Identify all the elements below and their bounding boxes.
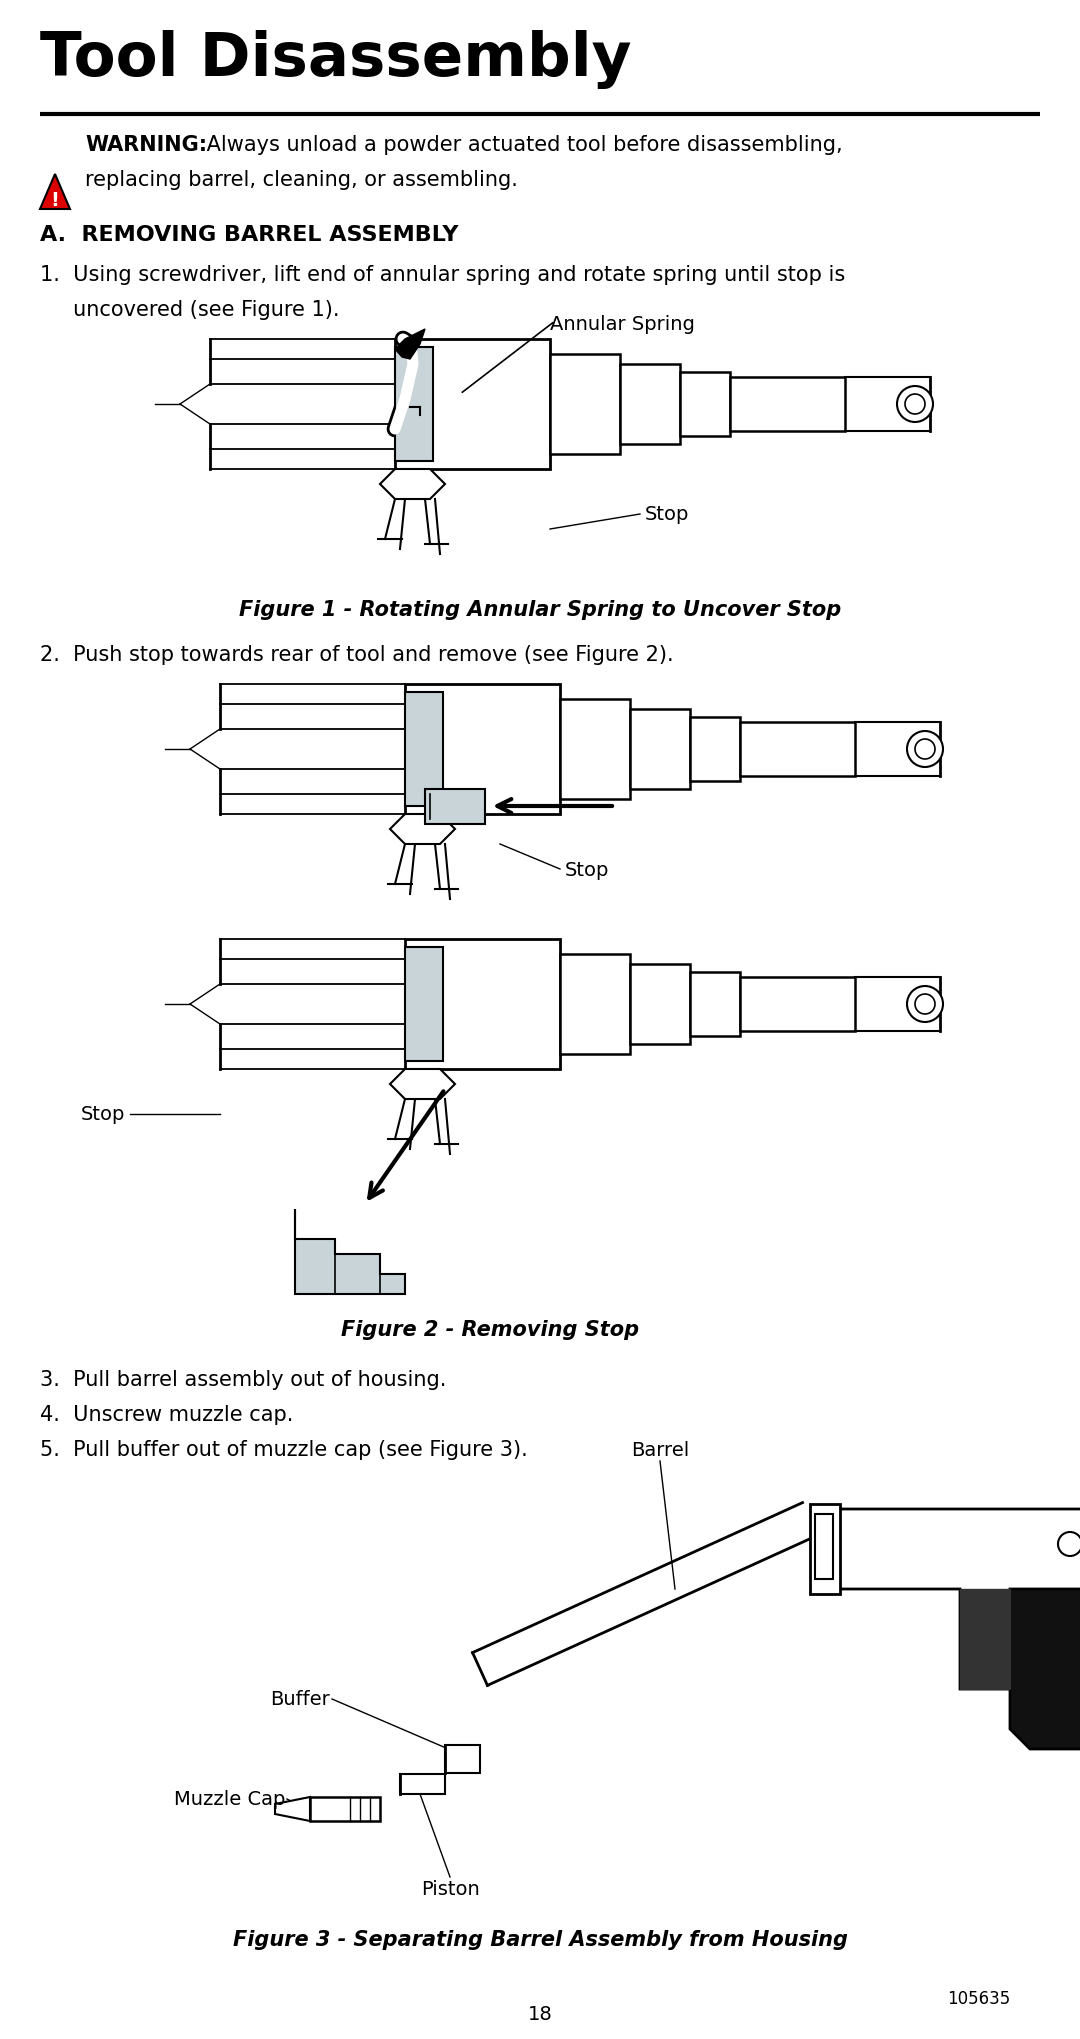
- Text: replacing barrel, cleaning, or assembling.: replacing barrel, cleaning, or assemblin…: [85, 169, 518, 190]
- Polygon shape: [40, 175, 70, 210]
- Text: Always unload a powder actuated tool before disassembling,: Always unload a powder actuated tool bef…: [200, 135, 842, 155]
- FancyBboxPatch shape: [730, 377, 845, 432]
- FancyBboxPatch shape: [405, 685, 561, 816]
- Polygon shape: [960, 1588, 1010, 1688]
- Polygon shape: [445, 1745, 480, 1774]
- Circle shape: [907, 987, 943, 1022]
- Text: 1.  Using screwdriver, lift end of annular spring and rotate spring until stop i: 1. Using screwdriver, lift end of annula…: [40, 265, 846, 285]
- Text: Figure 2 - Removing Stop: Figure 2 - Removing Stop: [341, 1319, 639, 1340]
- FancyBboxPatch shape: [561, 699, 630, 799]
- Text: A.  REMOVING BARREL ASSEMBLY: A. REMOVING BARREL ASSEMBLY: [40, 224, 459, 245]
- FancyBboxPatch shape: [630, 964, 690, 1044]
- Polygon shape: [390, 816, 455, 844]
- Text: 105635: 105635: [947, 1988, 1010, 2006]
- Polygon shape: [390, 1070, 455, 1099]
- FancyBboxPatch shape: [395, 349, 433, 461]
- Text: Figure 3 - Separating Barrel Assembly from Housing: Figure 3 - Separating Barrel Assembly fr…: [232, 1929, 848, 1949]
- Text: Figure 1 - Rotating Annular Spring to Uncover Stop: Figure 1 - Rotating Annular Spring to Un…: [239, 599, 841, 620]
- Polygon shape: [310, 1796, 380, 1821]
- FancyBboxPatch shape: [550, 355, 620, 455]
- Text: 2.  Push stop towards rear of tool and remove (see Figure 2).: 2. Push stop towards rear of tool and re…: [40, 644, 674, 665]
- Text: 4.  Unscrew muzzle cap.: 4. Unscrew muzzle cap.: [40, 1405, 294, 1425]
- Text: Barrel: Barrel: [631, 1440, 689, 1460]
- FancyBboxPatch shape: [405, 940, 561, 1070]
- FancyBboxPatch shape: [426, 789, 485, 824]
- Text: Stop: Stop: [645, 506, 689, 524]
- Text: uncovered (see Figure 1).: uncovered (see Figure 1).: [40, 300, 339, 320]
- FancyBboxPatch shape: [630, 710, 690, 789]
- FancyBboxPatch shape: [405, 948, 443, 1062]
- FancyBboxPatch shape: [740, 722, 855, 777]
- Circle shape: [1058, 1531, 1080, 1556]
- Circle shape: [915, 995, 935, 1015]
- FancyBboxPatch shape: [740, 977, 855, 1032]
- FancyBboxPatch shape: [561, 954, 630, 1054]
- Text: Muzzle Cap: Muzzle Cap: [174, 1790, 285, 1809]
- Text: !: !: [51, 190, 59, 210]
- Text: Tool Disassembly: Tool Disassembly: [40, 31, 632, 90]
- Polygon shape: [400, 1774, 445, 1794]
- Circle shape: [915, 740, 935, 761]
- Polygon shape: [1010, 1588, 1080, 1749]
- Text: 18: 18: [528, 2004, 552, 2023]
- FancyBboxPatch shape: [405, 693, 443, 807]
- Text: Stop: Stop: [81, 1105, 125, 1123]
- Circle shape: [907, 732, 943, 767]
- Polygon shape: [295, 1209, 405, 1295]
- Polygon shape: [473, 1503, 818, 1686]
- Text: 3.  Pull barrel assembly out of housing.: 3. Pull barrel assembly out of housing.: [40, 1370, 446, 1389]
- FancyBboxPatch shape: [620, 365, 680, 445]
- Polygon shape: [395, 330, 426, 359]
- Text: WARNING:: WARNING:: [85, 135, 207, 155]
- Circle shape: [905, 396, 924, 414]
- Polygon shape: [275, 1796, 310, 1821]
- FancyBboxPatch shape: [680, 373, 730, 436]
- Polygon shape: [831, 1509, 1080, 1688]
- Polygon shape: [810, 1505, 840, 1594]
- Polygon shape: [380, 469, 445, 500]
- Text: Annular Spring: Annular Spring: [550, 314, 694, 334]
- Text: Piston: Piston: [420, 1880, 480, 1898]
- FancyBboxPatch shape: [395, 341, 550, 469]
- Text: 5.  Pull buffer out of muzzle cap (see Figure 3).: 5. Pull buffer out of muzzle cap (see Fi…: [40, 1440, 528, 1460]
- FancyBboxPatch shape: [815, 1515, 833, 1580]
- Circle shape: [897, 387, 933, 422]
- Text: Buffer: Buffer: [270, 1690, 330, 1709]
- FancyBboxPatch shape: [690, 718, 740, 781]
- Text: Stop: Stop: [565, 860, 609, 879]
- FancyBboxPatch shape: [690, 973, 740, 1036]
